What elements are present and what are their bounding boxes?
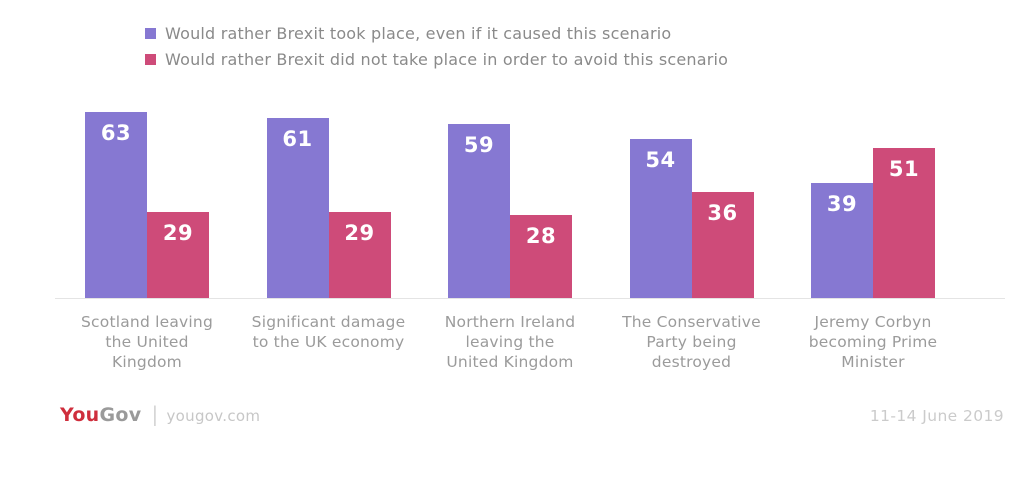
logo-you-text: You [60,404,100,426]
bar-group-4: 54 36 The Conservative Party being destroyed [622,108,761,371]
bar-took-place-5: 39 [811,183,873,298]
logo-divider: | [151,402,159,426]
category-label-3: Northern Ireland leaving the United Kingdo… [444,313,576,371]
bar-avoid-5: 51 [873,148,935,298]
bar-value-label: 36 [707,201,738,225]
bar-took-place-4: 54 [629,139,692,298]
legend-swatch-purple [145,27,156,39]
bar-value-label: 61 [282,127,313,151]
legend-item-brexit-took-place: Would rather Brexit took place, even if … [145,20,1024,46]
category-label-5: Jeremy Corbyn becoming Prime Minister [808,313,938,371]
bar-group-2: 61 29 Significant damage to the UK economy [252,108,405,351]
bar-value-label: 28 [525,224,557,248]
bar-group-5: 39 51 Jeremy Corbyn becoming Prime Minister [809,108,937,371]
logo-gov-text: Gov [99,404,142,426]
bar-value-label: 54 [645,148,676,172]
bar-value-label: 29 [162,221,194,245]
category-label-1: Scotland leaving the United Kingdom [81,313,213,371]
fieldwork-date: 11-14 June 2019 [869,407,1004,425]
category-label-2: Significant damage to the UK economy [251,313,406,351]
bar-avoid-4: 36 [691,192,754,298]
bar-took-place-1: 63 [85,112,147,298]
bar-group-1: 63 29 Scotland leaving the United Kingdom [81,108,213,371]
footer: You Gov | yougov.com 11-14 June 2019 [60,402,1004,426]
legend-swatch-pink [145,53,156,65]
bar-took-place-2: 61 [266,118,329,298]
bar-avoid-1: 29 [147,212,209,298]
legend-item-brexit-not-take-place: Would rather Brexit did not take place i… [145,46,1024,72]
bar-value-label: 51 [888,157,920,181]
bar-groups: 63 29 Scotland leaving the United Kingdom 61 2… [81,108,937,371]
logo-site-url: yougov.com [166,407,261,425]
legend: Would rather Brexit took place, even if … [145,20,1024,72]
bar-value-label: 39 [826,192,858,216]
yougov-logo: You Gov | yougov.com [60,402,260,426]
bar-group-3: 59 28 Northern Ireland leaving the United Ki… [445,108,575,371]
category-label-4: The Conservative Party being destroyed [622,313,761,371]
bar-avoid-3: 28 [510,215,572,298]
bar-chart: 63 29 Scotland leaving the United Kingdom 61 2… [55,108,1005,371]
bar-took-place-3: 59 [448,124,510,298]
bar-value-label: 59 [463,133,495,157]
bar-value-label: 29 [344,221,375,245]
bar-avoid-2: 29 [328,212,391,298]
legend-label-brexit-took-place: Would rather Brexit took place, even if … [165,23,672,43]
x-axis-line [55,298,1005,299]
legend-label-brexit-not-take-place: Would rather Brexit did not take place i… [165,49,729,69]
bar-value-label: 63 [100,121,132,145]
